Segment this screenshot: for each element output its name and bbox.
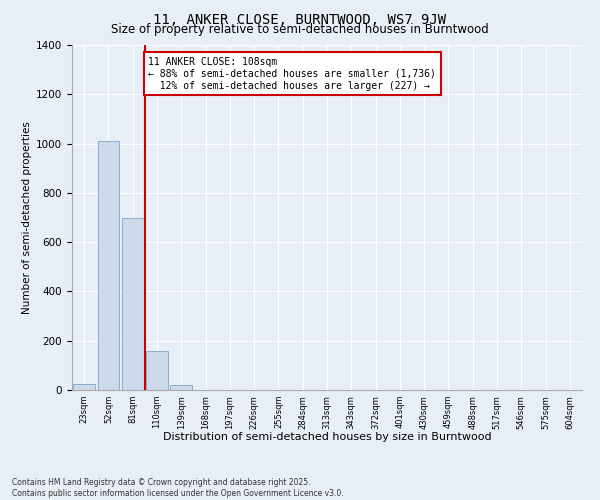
Text: 11, ANKER CLOSE, BURNTWOOD, WS7 9JW: 11, ANKER CLOSE, BURNTWOOD, WS7 9JW — [154, 12, 446, 26]
Y-axis label: Number of semi-detached properties: Number of semi-detached properties — [22, 121, 32, 314]
Bar — [73, 384, 95, 390]
X-axis label: Distribution of semi-detached houses by size in Burntwood: Distribution of semi-detached houses by … — [163, 432, 491, 442]
Bar — [97, 141, 119, 390]
Bar — [170, 385, 192, 390]
Text: Size of property relative to semi-detached houses in Burntwood: Size of property relative to semi-detach… — [111, 22, 489, 36]
Bar — [122, 218, 143, 390]
Text: Contains HM Land Registry data © Crown copyright and database right 2025.
Contai: Contains HM Land Registry data © Crown c… — [12, 478, 344, 498]
Bar — [146, 350, 168, 390]
Text: 11 ANKER CLOSE: 108sqm
← 88% of semi-detached houses are smaller (1,736)
  12% o: 11 ANKER CLOSE: 108sqm ← 88% of semi-det… — [149, 58, 436, 90]
